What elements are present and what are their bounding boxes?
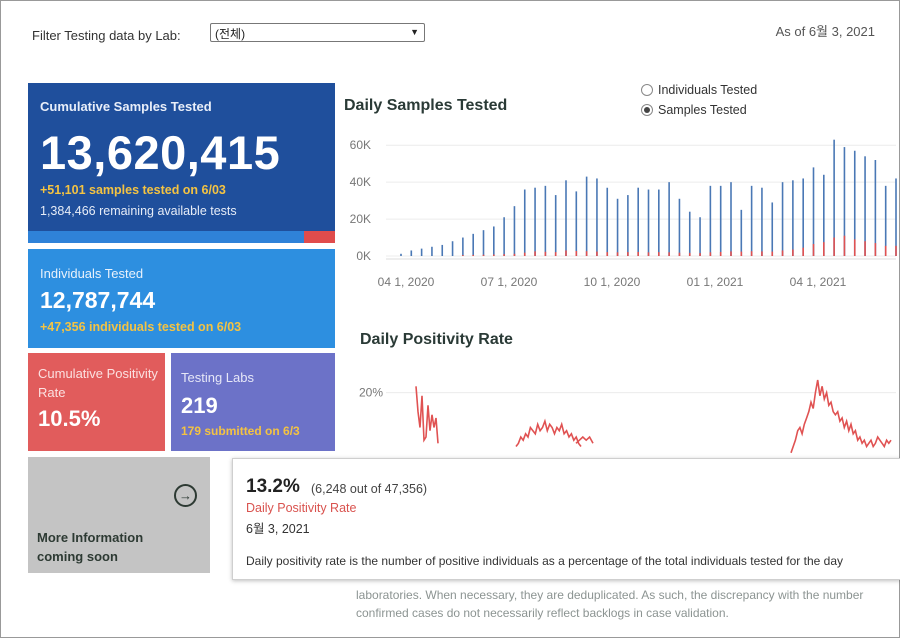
card-title: Testing Labs [181,370,254,385]
filter-label: Filter Testing data by Lab: [32,28,181,43]
cumulative-samples-value: 13,620,415 [40,126,281,179]
radio-icon[interactable] [641,104,653,116]
daily-samples-chart: 0K 20K 40K 60K 04 1, 2020 07 1, 2020 10 1, 202… [350,138,897,289]
positivity-line [575,435,594,444]
toggle-samples[interactable]: Samples Tested [641,100,757,120]
toggle-individuals[interactable]: Individuals Tested [641,80,757,100]
tooltip-description: Daily positivity rate is the number of p… [246,554,843,568]
lab-filter-value: (전체) [215,27,246,41]
toggle-label: Samples Tested [658,103,747,117]
more-info-text: More Information coming soon [37,530,144,564]
x-tick-label: 04 1, 2021 [790,275,847,289]
test-capacity-fill [28,231,305,243]
y-tick-label: 0K [356,249,371,263]
footnote-line: laboratories. When necessary, they are d… [356,588,864,602]
x-tick-label: 10 1, 2020 [584,275,641,289]
testing-labs-value: 219 [181,393,218,418]
metric-toggle: Individuals Tested Samples Tested [641,80,757,120]
card-title: Cumulative Samples Tested [40,99,212,114]
cumulative-samples-card: Cumulative Samples Tested 13,620,415 +51… [28,83,335,243]
radio-icon[interactable] [641,84,653,96]
tooltip-rate: 13.2% [246,476,300,497]
samples-tested-today: +51,101 samples tested on 6/03 [40,183,226,197]
positivity-rate-card: Cumulative Positivity Rate 10.5% [28,353,165,451]
daily-positivity-chart: 20% [359,379,896,454]
positivity-line [415,386,439,444]
dropdown-arrow-icon: ▼ [410,27,419,37]
footnote: laboratories. When necessary, they are d… [356,586,863,622]
more-info-card[interactable]: → More Information coming soon [28,457,210,573]
lab-filter-select[interactable]: (전체) ▼ [210,23,425,42]
remaining-tests: 1,384,466 remaining available tests [40,204,237,218]
tooltip-date: 6월 3, 2021 [246,522,310,536]
x-tick-label: 04 1, 2020 [378,275,435,289]
y-tick-label: 20K [350,212,371,226]
positivity-rate-value: 10.5% [38,406,101,431]
toggle-label: Individuals Tested [658,83,758,97]
labs-submitted: 179 submitted on 6/3 [181,424,300,438]
card-title: Cumulative Positivity Rate [38,366,158,400]
individuals-tested-card: Individuals Tested 12,787,744 +47,356 in… [28,249,335,348]
positivity-line [790,379,892,454]
individuals-tested-today: +47,356 individuals tested on 6/03 [40,320,242,334]
y-tick-label: 20% [359,386,383,400]
footnote-line: confirmed cases do not necessarily refle… [356,606,729,620]
daily-samples-title: Daily Samples Tested [344,97,508,114]
y-tick-label: 40K [350,175,371,189]
tooltip-detail: (6,248 out of 47,356) [311,482,428,496]
individuals-tested-value: 12,787,744 [40,287,156,313]
positivity-line [515,418,582,447]
y-tick-label: 60K [350,138,371,152]
test-capacity-bar [28,231,335,243]
as-of-date: As of 6월 3, 2021 [775,24,875,39]
x-tick-label: 01 1, 2021 [687,275,744,289]
arrow-circle-right-icon[interactable]: → [174,484,197,507]
testing-labs-card: Testing Labs 219 179 submitted on 6/3 [171,353,335,451]
card-title: Individuals Tested [40,266,144,281]
positivity-tooltip: 13.2% (6,248 out of 47,356) Daily Positi… [232,458,900,580]
daily-positivity-title: Daily Positivity Rate [360,331,513,348]
x-tick-label: 07 1, 2020 [481,275,538,289]
tooltip-label: Daily Positivity Rate [246,501,357,515]
